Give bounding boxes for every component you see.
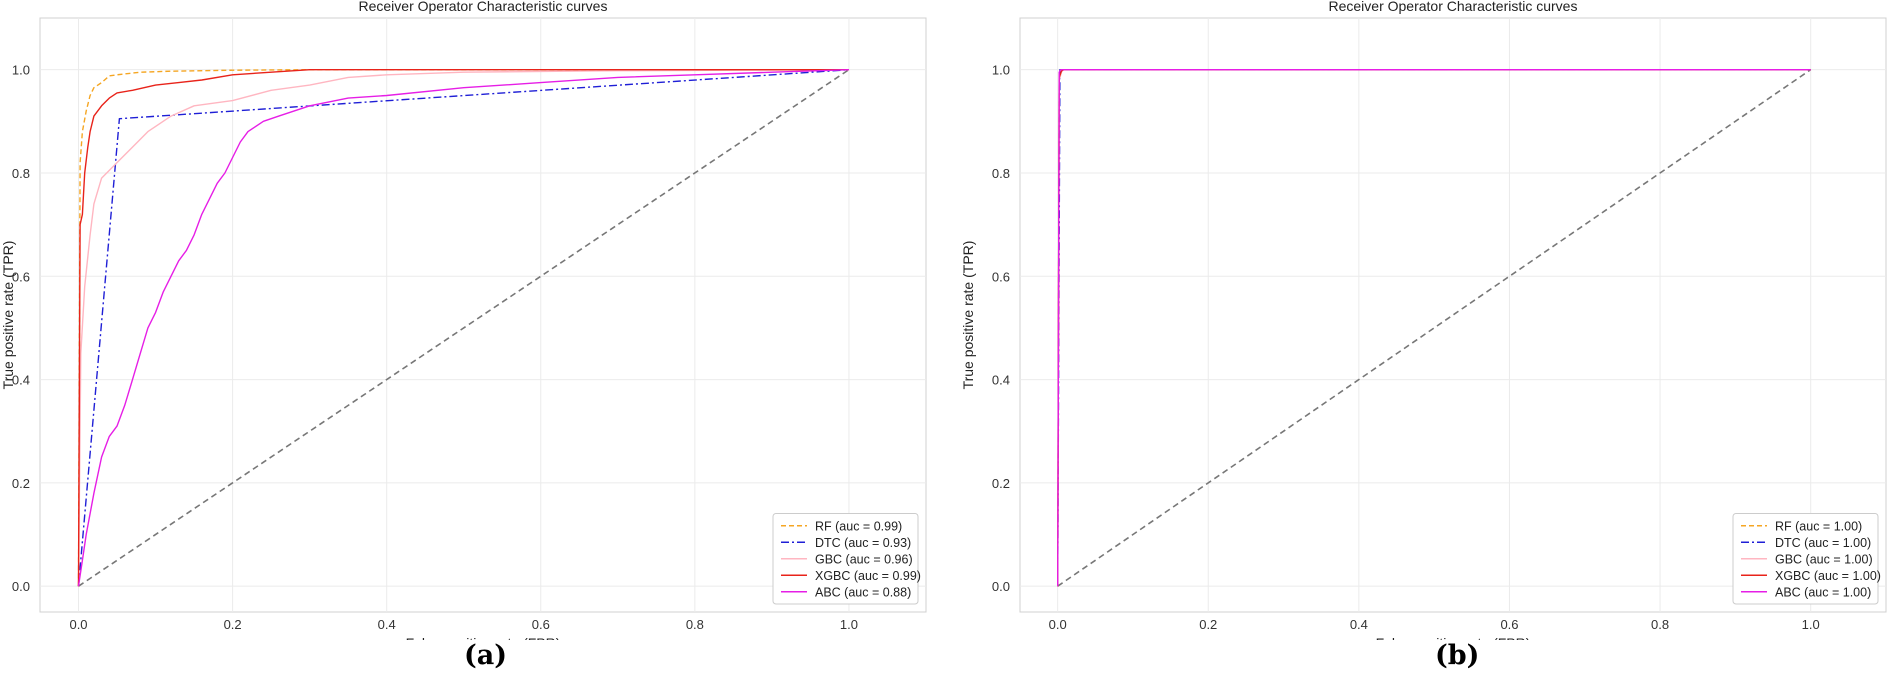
chart-b-legend-frame	[1732, 513, 1879, 605]
chart-b-ytick-label: 0.2	[992, 476, 1010, 491]
chart-b-ylabel: True positive rate (TPR)	[960, 241, 976, 390]
chart-b-ytick-label: 0.6	[992, 269, 1010, 284]
chart-a-ytick-label: 0.2	[12, 476, 30, 491]
chart-b-series-abc-line	[1056, 68, 1811, 587]
chart-a-chance-line	[78, 68, 850, 587]
roc-chart-b: 0.0 0.2 0.4 0.6 0.8 1.0 0.0 0.2 0.4 0.6 0.8 1.0 Rece…	[960, 0, 1887, 640]
chart-b-xtick-label: 0.0	[1049, 617, 1067, 632]
chart-b-ytick-label: 0.4	[992, 373, 1010, 388]
chart-a-xtick-label: 0.4	[378, 617, 396, 632]
chart-a-ytick-label: 0.8	[12, 166, 30, 181]
chart-a-ytick-label: 0.6	[12, 269, 30, 284]
panel-label-a: (a)	[464, 640, 508, 671]
chart-a-series-xgbc-line	[77, 68, 849, 587]
chart-b-legend-label: RF (auc = 1.00)	[1775, 519, 1862, 533]
chart-b-legend: RF (auc = 1.00) DTC (auc = 1.00) GBC (auc …	[1732, 513, 1881, 605]
chart-b-xtick-label: 0.2	[1199, 617, 1217, 632]
chart-a-legend-frame	[772, 513, 919, 605]
chart-b-legend-label: DTC (auc = 1.00)	[1775, 536, 1871, 550]
chart-a-series-gbc-line	[77, 69, 850, 587]
panel-label-b: (b)	[1435, 640, 1480, 671]
chart-a-xtick-label: 1.0	[840, 617, 858, 632]
chart-b-xtick-label: 0.6	[1500, 617, 1518, 632]
chart-b-legend-label: ABC (auc = 1.00)	[1775, 585, 1871, 599]
chart-b-xlabel: False positive rate (FPR)	[1376, 635, 1531, 640]
roc-panel-b: 0.0 0.2 0.4 0.6 0.8 1.0 0.0 0.2 0.4 0.6 0.8 1.0 Rece…	[960, 0, 1900, 674]
chart-a-title: Receiver Operator Characteristic curves	[359, 0, 608, 14]
chart-b-chance-line	[1057, 68, 1812, 587]
chart-a-legend-label: RF (auc = 0.99)	[815, 519, 902, 533]
chart-a-series-abc-line	[77, 69, 850, 587]
roc-panel-a: 0.0 0.2 0.4 0.6 0.8 1.0 0.0 0.2 0.4 0.6 0.8 1.0 Rece…	[0, 0, 927, 671]
chart-b-ytick-label: 1.0	[992, 63, 1010, 78]
chart-b-ytick-label: 0.0	[992, 579, 1010, 594]
chart-a-xtick-label: 0.8	[686, 617, 704, 632]
chart-a-series-dtc-line	[77, 69, 850, 587]
chart-a-xlabel: False positive rate (FPR)	[406, 635, 561, 640]
chart-b-xtick-label: 0.8	[1651, 617, 1669, 632]
roc-chart-a: 0.0 0.2 0.4 0.6 0.8 1.0 0.0 0.2 0.4 0.6 0.8 1.0 Rece…	[0, 0, 927, 640]
chart-b-title: Receiver Operator Characteristic curves	[1329, 0, 1578, 14]
chart-a-ylabel: True positive rate (TPR)	[0, 241, 16, 390]
chart-a-xtick-label: 0.6	[532, 617, 550, 632]
chart-b-ytick-label: 0.8	[992, 166, 1010, 181]
chart-b-legend-label: XGBC (auc = 1.00)	[1775, 569, 1881, 583]
chart-a-legend-label: DTC (auc = 0.93)	[815, 536, 911, 550]
chart-a-xtick-label: 0.0	[69, 617, 87, 632]
chart-a-legend-label: ABC (auc = 0.88)	[815, 585, 911, 599]
chart-b-xtick-label: 0.4	[1350, 617, 1368, 632]
chart-a-legend: RF (auc = 0.99) DTC (auc = 0.93) GBC (auc …	[772, 513, 921, 605]
chart-a-legend-label: XGBC (auc = 0.99)	[815, 569, 921, 583]
chart-a-ytick-label: 0.4	[12, 373, 30, 388]
chart-b-legend-label: GBC (auc = 1.00)	[1775, 552, 1873, 566]
chart-a-ytick-label: 1.0	[12, 63, 30, 78]
chart-a-ytick-label: 0.0	[12, 579, 30, 594]
chart-a-xtick-label: 0.2	[224, 617, 242, 632]
chart-a-series-rf-line	[77, 68, 849, 587]
chart-b-xtick-label: 1.0	[1802, 617, 1820, 632]
chart-a-legend-label: GBC (auc = 0.96)	[815, 552, 913, 566]
